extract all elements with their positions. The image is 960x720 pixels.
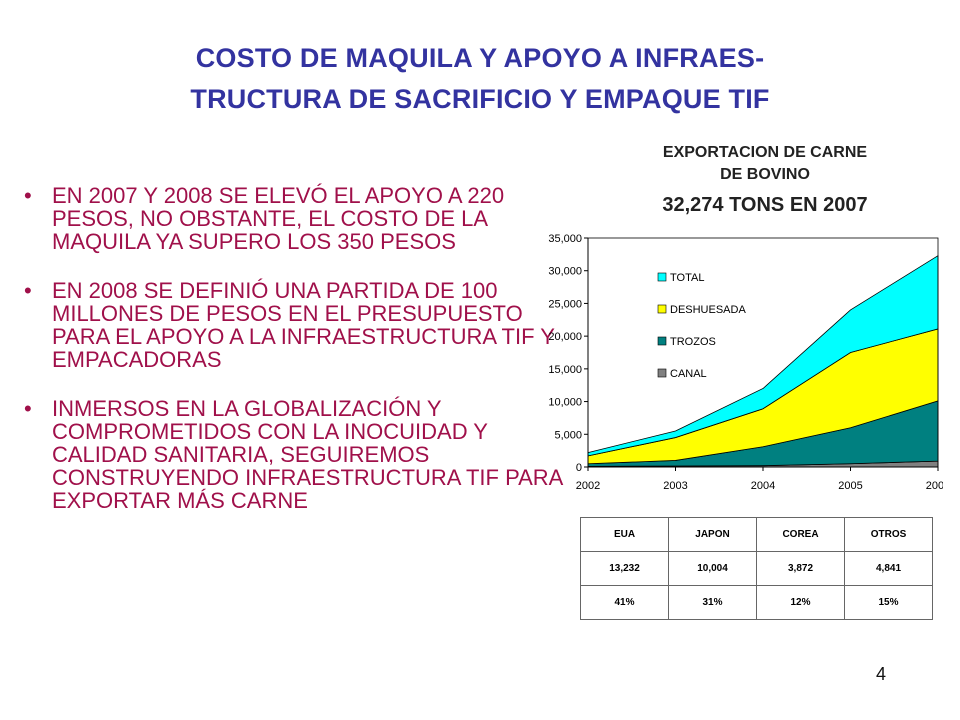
bullet-item: • INMERSOS EN LA GLOBALIZACIÓN Y COMPROME… — [24, 397, 584, 512]
y-tick-label: 5,000 — [554, 429, 582, 441]
bullet-text: INMERSOS EN LA GLOBALIZACIÓN Y COMPROMET… — [52, 396, 563, 513]
export-destinations-table: EUA JAPON COREA OTROS 13,232 10,004 3,87… — [580, 517, 933, 620]
table-header-cell: JAPON — [668, 517, 757, 552]
x-tick-label: 2005 — [838, 480, 862, 492]
table-row: 13,232 10,004 3,872 4,841 — [580, 551, 933, 586]
table-header-cell: COREA — [756, 517, 845, 552]
y-tick-label: 30,000 — [548, 266, 582, 278]
table-cell: 13,232 — [580, 551, 669, 586]
title-line-2: TRUCTURA DE SACRIFICIO Y EMPAQUE TIF — [190, 84, 770, 114]
legend-swatch — [657, 304, 667, 314]
chart-header-line-1: EXPORTACION DE CARNE — [662, 144, 868, 161]
table-header-cell: EUA — [580, 517, 669, 552]
x-tick-label: 2003 — [663, 480, 687, 492]
table-cell: 41% — [580, 585, 669, 620]
chart-header: EXPORTACION DE CARNE DE BOVINO 32,274 TO… — [600, 142, 930, 218]
y-tick-label: 20,000 — [548, 331, 582, 343]
table-cell: 31% — [668, 585, 757, 620]
title-line-1: COSTO DE MAQUILA Y APOYO A INFRAES- — [195, 43, 765, 73]
table-cell: 3,872 — [756, 551, 845, 586]
bullet-item: • EN 2008 SE DEFINIÓ UNA PARTIDA DE 100 M… — [24, 279, 584, 371]
y-tick-label: 15,000 — [548, 364, 582, 376]
table-header-cell: OTROS — [844, 517, 933, 552]
x-tick-label: 2006 — [926, 480, 943, 492]
y-tick-label: 0 — [576, 462, 582, 474]
page-number: 4 — [875, 664, 886, 684]
export-area-chart: 0 5,000 10,000 15,000 20,000 25,000 30,000 35,0… — [548, 233, 943, 492]
x-tick-label: 2002 — [576, 480, 600, 492]
legend-swatch — [657, 272, 667, 282]
x-tick-label: 2004 — [751, 480, 775, 492]
bullet-dot-icon: • — [24, 183, 32, 208]
legend-swatch — [657, 368, 667, 378]
y-tick-label: 10,000 — [548, 397, 582, 409]
table-cell: 15% — [844, 585, 933, 620]
legend-label: TROZOS — [670, 336, 716, 348]
chart-header-total: 32,274 TONS EN 2007 — [662, 194, 868, 216]
slide-title: COSTO DE MAQUILA Y APOYO A INFRAES- TRUC… — [40, 38, 920, 120]
table-cell: 10,004 — [668, 551, 757, 586]
legend-label: CANAL — [670, 368, 707, 380]
legend-label: DESHUESADA — [670, 304, 746, 316]
table-cell: 12% — [756, 585, 845, 620]
y-tick-label: 35,000 — [548, 233, 582, 245]
chart-header-line-2: DE BOVINO — [720, 166, 810, 183]
table-cell: 4,841 — [844, 551, 933, 586]
bullet-list: • EN 2007 Y 2008 SE ELEVÓ EL APOYO A 220 … — [24, 184, 584, 538]
y-tick-label: 25,000 — [548, 298, 582, 310]
bullet-text: EN 2007 Y 2008 SE ELEVÓ EL APOYO A 220 P… — [52, 183, 505, 254]
table-row: 41% 31% 12% 15% — [580, 585, 933, 620]
bullet-text: EN 2008 SE DEFINIÓ UNA PARTIDA DE 100 MI… — [52, 278, 555, 372]
legend-label: TOTAL — [670, 272, 704, 284]
legend-swatch — [657, 336, 667, 346]
table-header-row: EUA JAPON COREA OTROS — [580, 517, 933, 552]
bullet-dot-icon: • — [24, 396, 32, 421]
bullet-item: • EN 2007 Y 2008 SE ELEVÓ EL APOYO A 220 … — [24, 184, 584, 253]
bullet-dot-icon: • — [24, 278, 32, 303]
